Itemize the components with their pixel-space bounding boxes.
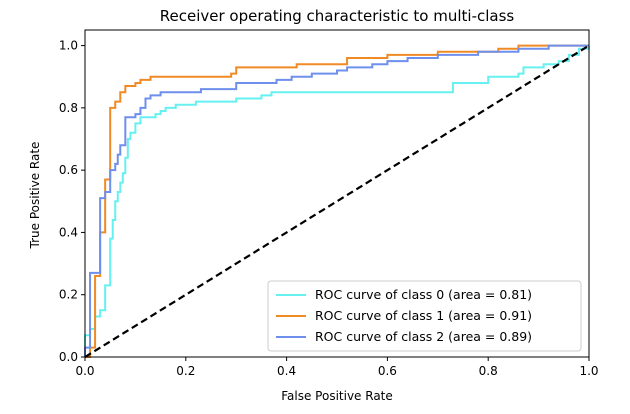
legend-label: ROC curve of class 1 (area = 0.91) (315, 308, 532, 323)
roc-curve-class-1 (85, 44, 589, 358)
axis-ticks: 0.0 0.2 0.4 0.6 0.8 1.0 0.0 0.2 0.4 0.6 0.8 1.0 (59, 39, 599, 378)
y-tick-label: 1.0 (59, 39, 78, 53)
x-axis-label: False Positive Rate (281, 389, 393, 403)
y-tick-label: 0.8 (59, 101, 78, 115)
roc-curve-class-0 (84, 45, 590, 357)
chart-title: Receiver operating characteristic to mul… (160, 7, 515, 25)
axes-frame (84, 29, 590, 358)
legend: ROC curve of class 0 (area = 0.81) ROC cu… (267, 280, 582, 352)
plot-area (84, 44, 590, 358)
x-tick-label: 0.4 (277, 364, 296, 378)
x-tick-label: 0.0 (75, 364, 94, 378)
roc-curve-class-2 (84, 44, 589, 357)
y-tick-label: 0.6 (59, 163, 78, 177)
y-tick-label: 0.0 (59, 350, 78, 364)
y-axis-label: True Positive Rate (28, 142, 42, 250)
x-tick-label: 0.2 (176, 364, 195, 378)
y-tick-label: 0.4 (59, 225, 78, 239)
x-tick-label: 1.0 (579, 364, 598, 378)
x-tick-label: 0.8 (479, 364, 498, 378)
legend-label: ROC curve of class 2 (area = 0.89) (315, 329, 532, 344)
legend-label: ROC curve of class 0 (area = 0.81) (315, 287, 532, 302)
x-tick-label: 0.6 (378, 364, 397, 378)
legend-box (267, 280, 582, 352)
y-tick-label: 0.2 (59, 288, 78, 302)
